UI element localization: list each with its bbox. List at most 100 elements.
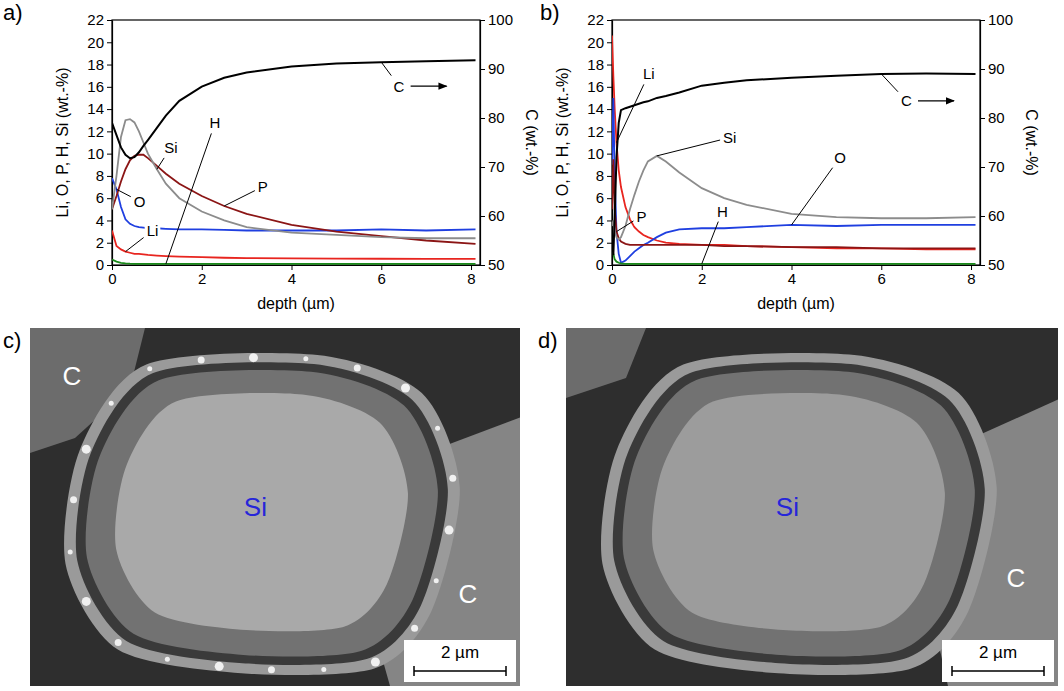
tick: 20 [87,34,112,51]
surface-particle [371,657,380,666]
series-label: O [134,193,146,210]
tick-label: 50 [488,256,505,273]
tick: 8 [467,265,475,287]
tick: 100 [480,11,513,28]
tick-label: 6 [878,270,886,287]
scale-bar-box [404,640,516,682]
tick-label: 100 [988,11,1013,28]
leader-line [381,62,391,76]
label-background [162,138,179,157]
tick: 0 [108,265,116,287]
tick-mark [480,69,485,70]
chart-panel: a)0246802468101214161820225060708090100d… [3,0,540,312]
tick-label: 0 [96,256,104,273]
tick: 14 [587,100,612,117]
surface-particle [115,639,122,646]
axis-line [112,21,113,266]
surface-particle [303,356,308,361]
tick-label: 18 [87,56,104,73]
tick-label: 10 [587,145,604,162]
series-label: P [258,178,268,195]
series-label: H [717,203,728,220]
yticks-axis: 0246810121416182022 [87,11,112,273]
tick: 16 [87,78,112,95]
label-background [208,113,223,132]
tick: 60 [980,207,1005,224]
series-label: P [636,208,646,225]
scale-bar-box [942,640,1054,682]
series-lines [112,60,476,264]
tick: 70 [980,158,1005,175]
tick: 6 [378,265,386,287]
scale-bar-label: 2 µm [979,643,1017,662]
tick-mark [480,167,485,168]
surface-particle [198,356,205,363]
tick: 16 [587,78,612,95]
tick-label: 2 [96,234,104,251]
tick-label: 20 [587,34,604,51]
axis-arrow [918,100,954,101]
surface-particle [165,657,170,662]
tick: 50 [980,256,1005,273]
tick: 2 [96,234,112,251]
tick-label: 18 [587,56,604,73]
plot-frame [612,20,980,265]
tick: 70 [480,158,505,175]
tick-mark [107,265,112,266]
label-background [392,77,407,96]
tick-label: 16 [587,78,604,95]
dark-band [613,362,985,665]
plot-frame [112,20,480,265]
porous-band [623,370,975,657]
tick-mark [980,118,985,119]
axis-line [113,265,481,266]
tick-label: 6 [596,189,604,206]
tick-mark [607,198,612,199]
panel-label: c) [3,328,21,353]
sem-image [566,328,1058,686]
tick-mark [480,118,485,119]
sem-image-panel: c)CSiC2 µm [3,328,520,686]
tick-mark [480,265,485,266]
tick: 50 [480,256,505,273]
label-background [145,221,161,240]
tick-label: 0 [608,270,616,287]
tick-label: 2 [198,270,206,287]
tick: 90 [980,60,1005,77]
tick-mark [107,220,112,221]
tick: 90 [480,60,505,77]
label-background [721,128,738,147]
surface-particle [411,625,418,632]
image-label: C [63,361,82,391]
series-line [112,178,476,230]
surface-particle [321,667,326,672]
tick-label: 22 [87,11,104,28]
surface-particle [249,353,258,362]
surface-particle [445,526,454,535]
surface-particle [82,445,91,454]
surface-particle [449,475,456,482]
series-labels: LiOPHSiC [116,62,446,264]
leader-line [881,74,898,92]
label-background [641,64,657,83]
leader-line [792,168,833,225]
tick: 4 [96,212,112,229]
axis-line [613,265,981,266]
tick-label: 80 [988,109,1005,126]
panel-label: d) [538,328,558,353]
tick-mark [480,216,485,217]
tick-mark [607,265,612,266]
label-background [832,148,848,167]
tick-label: 2 [698,270,706,287]
tick-mark [480,20,485,21]
tick-mark [107,65,112,66]
series-label: Si [723,129,736,146]
surface-particle [435,426,440,431]
tick-label: 14 [587,100,604,117]
axis-line [980,21,981,266]
leader-line [157,158,164,169]
scale-bar [414,666,506,676]
tick-mark [980,69,985,70]
dot-path [70,358,454,670]
tick: 2 [698,265,706,287]
